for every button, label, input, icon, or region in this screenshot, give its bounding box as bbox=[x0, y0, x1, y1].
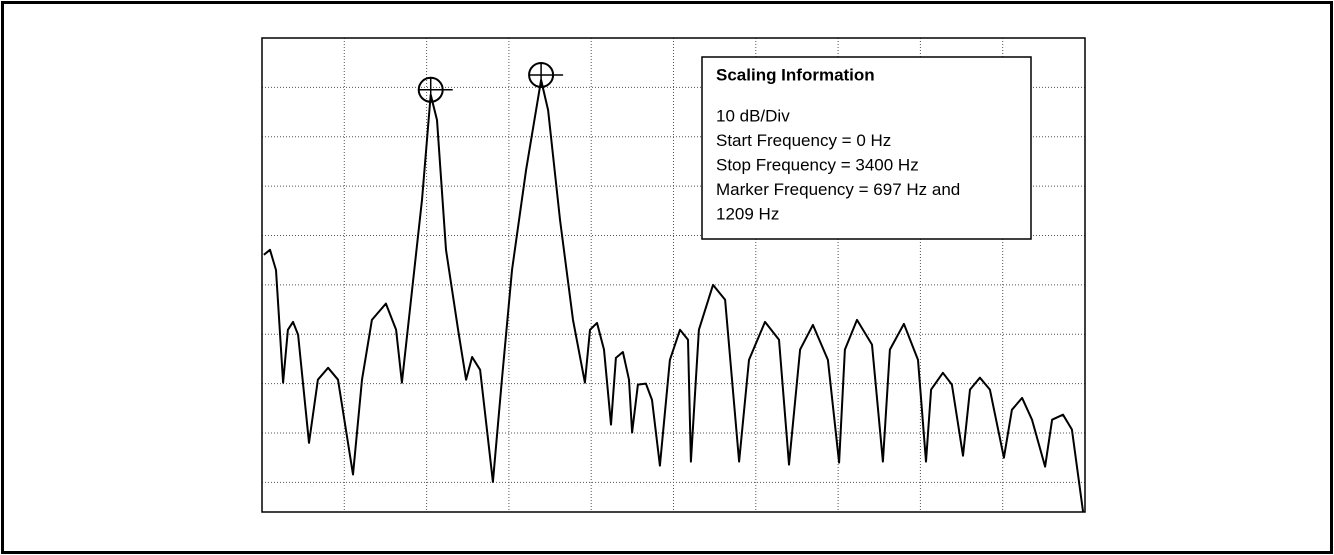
grid bbox=[262, 38, 1085, 512]
plot-frame bbox=[261, 37, 1086, 513]
info-title: Scaling Information bbox=[716, 65, 875, 84]
info-text: Scaling Information 10 dB/Div Start Frequ… bbox=[716, 65, 960, 223]
peak-marker bbox=[417, 76, 453, 103]
info-line: Marker Frequency = 697 Hz and bbox=[716, 180, 960, 199]
info-box bbox=[701, 56, 1032, 240]
peak-marker bbox=[528, 61, 564, 88]
info-line: 1209 Hz bbox=[716, 204, 779, 223]
spectrum-line bbox=[263, 79, 1085, 513]
info-line: Start Frequency = 0 Hz bbox=[716, 131, 891, 150]
plot bbox=[263, 61, 1085, 513]
info-line: Stop Frequency = 3400 Hz bbox=[716, 155, 919, 174]
info-line: 10 dB/Div bbox=[716, 106, 790, 125]
